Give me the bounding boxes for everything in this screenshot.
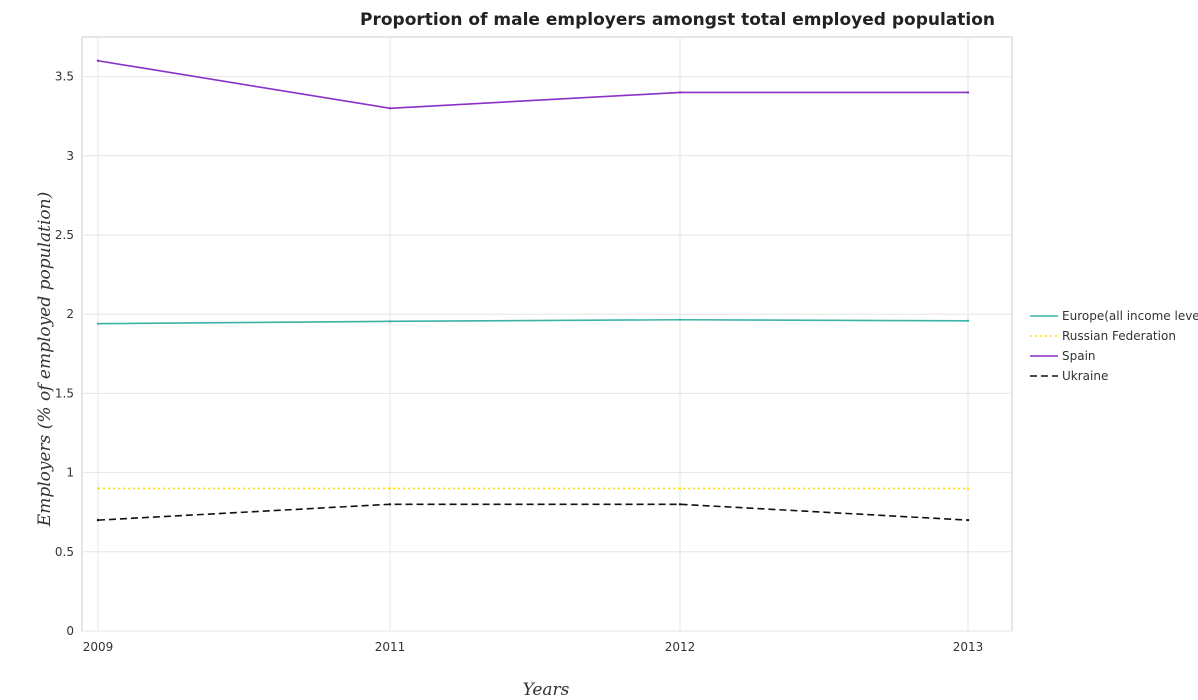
y-tick-label: 2 bbox=[66, 307, 74, 321]
x-tick-label: 2013 bbox=[953, 640, 984, 654]
x-tick-label: 2012 bbox=[665, 640, 696, 654]
y-tick-label: 1.5 bbox=[55, 386, 74, 400]
x-axis: 2009 2011 2012 2013 bbox=[83, 640, 984, 654]
data-point bbox=[388, 487, 392, 490]
data-point bbox=[96, 322, 100, 325]
y-tick-label: 2.5 bbox=[55, 228, 74, 242]
legend: Europe(all income levels) Russian Federat… bbox=[1030, 309, 1198, 383]
y-tick-label: 3.5 bbox=[55, 70, 74, 84]
y-tick-label: 1 bbox=[66, 466, 74, 480]
legend-label: Ukraine bbox=[1062, 369, 1108, 383]
y-tick-label: 0 bbox=[66, 624, 74, 638]
x-tick-label: 2011 bbox=[375, 640, 406, 654]
y-axis-title: Employers (% of employed population) bbox=[35, 192, 55, 527]
data-point bbox=[678, 487, 682, 490]
data-point bbox=[388, 107, 392, 110]
plot-area: 0 0.5 1 1.5 2 2.5 3 3.5 2009 2011 2012 2013 bbox=[55, 36, 1013, 654]
data-point bbox=[388, 320, 392, 323]
data-point bbox=[966, 518, 970, 522]
data-point bbox=[96, 59, 100, 62]
y-axis: 0 0.5 1 1.5 2 2.5 3 3.5 bbox=[55, 70, 74, 638]
legend-label: Spain bbox=[1062, 349, 1096, 363]
chart-title: Proportion of male employers amongst tot… bbox=[360, 10, 995, 30]
plot-frame bbox=[81, 36, 1013, 632]
grid bbox=[82, 37, 1012, 632]
x-axis-title: Years bbox=[523, 680, 570, 700]
data-point bbox=[678, 318, 682, 321]
data-point bbox=[966, 319, 970, 323]
x-tick-label: 2009 bbox=[83, 640, 114, 654]
data-point bbox=[678, 91, 682, 94]
data-point bbox=[966, 487, 970, 490]
data-point bbox=[388, 503, 392, 506]
y-tick-label: 3 bbox=[66, 149, 74, 163]
data-point bbox=[966, 91, 970, 94]
series-line-2 bbox=[97, 59, 968, 110]
legend-label: Russian Federation bbox=[1062, 329, 1176, 343]
series-line-3 bbox=[97, 503, 969, 521]
series-line-0 bbox=[97, 318, 969, 325]
series-lines bbox=[96, 59, 970, 522]
data-point bbox=[96, 518, 100, 522]
legend-label: Europe(all income levels) bbox=[1062, 309, 1198, 323]
data-point bbox=[96, 487, 100, 490]
y-tick-label: 0.5 bbox=[55, 545, 74, 559]
data-point bbox=[678, 503, 682, 506]
